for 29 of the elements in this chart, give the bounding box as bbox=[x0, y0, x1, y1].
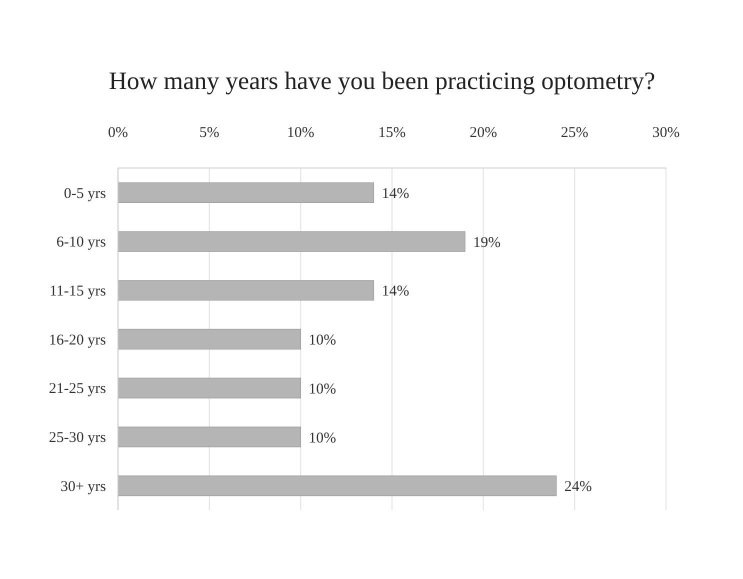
bar bbox=[118, 182, 374, 203]
data-label: 10% bbox=[308, 332, 336, 349]
x-tick-label: 5% bbox=[199, 125, 220, 141]
bar bbox=[118, 426, 301, 448]
x-tick-label: 25% bbox=[560, 125, 588, 141]
y-tick-label: 11-15 yrs bbox=[49, 283, 106, 300]
data-label: 14% bbox=[382, 186, 410, 202]
bar bbox=[118, 231, 466, 252]
x-tick-label: 30% bbox=[652, 125, 680, 141]
y-tick-label: 30+ yrs bbox=[60, 478, 106, 495]
y-tick-label: 25-30 yrs bbox=[48, 430, 106, 446]
bar bbox=[118, 476, 557, 496]
x-tick-label: 10% bbox=[286, 125, 314, 141]
x-tick-label: 15% bbox=[378, 125, 406, 141]
bar bbox=[118, 280, 374, 301]
y-tick-label: 16-20 yrs bbox=[48, 332, 106, 348]
data-label: 19% bbox=[473, 234, 501, 251]
data-label: 10% bbox=[308, 430, 336, 446]
x-tick-label: 0% bbox=[108, 125, 128, 141]
x-tick-label: 20% bbox=[470, 125, 498, 141]
chart-title: How many years have you been practicing optometry? bbox=[108, 68, 656, 96]
y-tick-label: 6-10 yrs bbox=[56, 234, 106, 251]
y-tick-label: 0-5 yrs bbox=[64, 186, 106, 202]
y-tick-label: 21-25 yrs bbox=[48, 381, 106, 398]
data-label: 14% bbox=[382, 284, 410, 300]
data-label: 10% bbox=[308, 381, 336, 398]
bar bbox=[118, 378, 301, 398]
data-label: 24% bbox=[564, 479, 592, 496]
bar bbox=[118, 328, 301, 350]
